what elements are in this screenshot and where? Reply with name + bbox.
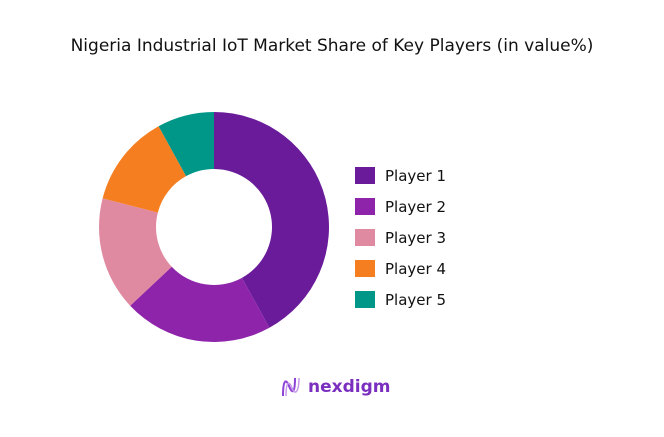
slice-player-3 (99, 198, 172, 306)
slice-player-2 (130, 266, 270, 342)
legend-swatch (355, 291, 375, 308)
legend-label: Player 2 (385, 197, 446, 216)
nexdigm-logo: nexdigm (280, 376, 390, 398)
legend-swatch (355, 229, 375, 246)
legend-item: Player 3 (355, 222, 446, 253)
legend: Player 1 Player 2 Player 3 Player 4 Player 5 (355, 160, 446, 315)
legend-label: Player 4 (385, 259, 446, 278)
logo-text: nexdigm (308, 377, 391, 397)
slice-player-5 (158, 112, 214, 177)
legend-swatch (355, 198, 375, 215)
slice-player-1 (214, 112, 329, 328)
legend-item: Player 4 (355, 253, 446, 284)
legend-swatch (355, 260, 375, 277)
legend-item: Player 5 (355, 284, 446, 315)
legend-label: Player 3 (385, 228, 446, 247)
legend-label: Player 1 (385, 166, 446, 185)
legend-swatch (355, 167, 375, 184)
nexdigm-logo-icon (282, 377, 300, 397)
legend-item: Player 1 (355, 160, 446, 191)
legend-label: Player 5 (385, 290, 446, 309)
slice-player-4 (102, 126, 187, 213)
legend-item: Player 2 (355, 191, 446, 222)
chart-title: Nigeria Industrial IoT Market Share of K… (70, 36, 594, 56)
